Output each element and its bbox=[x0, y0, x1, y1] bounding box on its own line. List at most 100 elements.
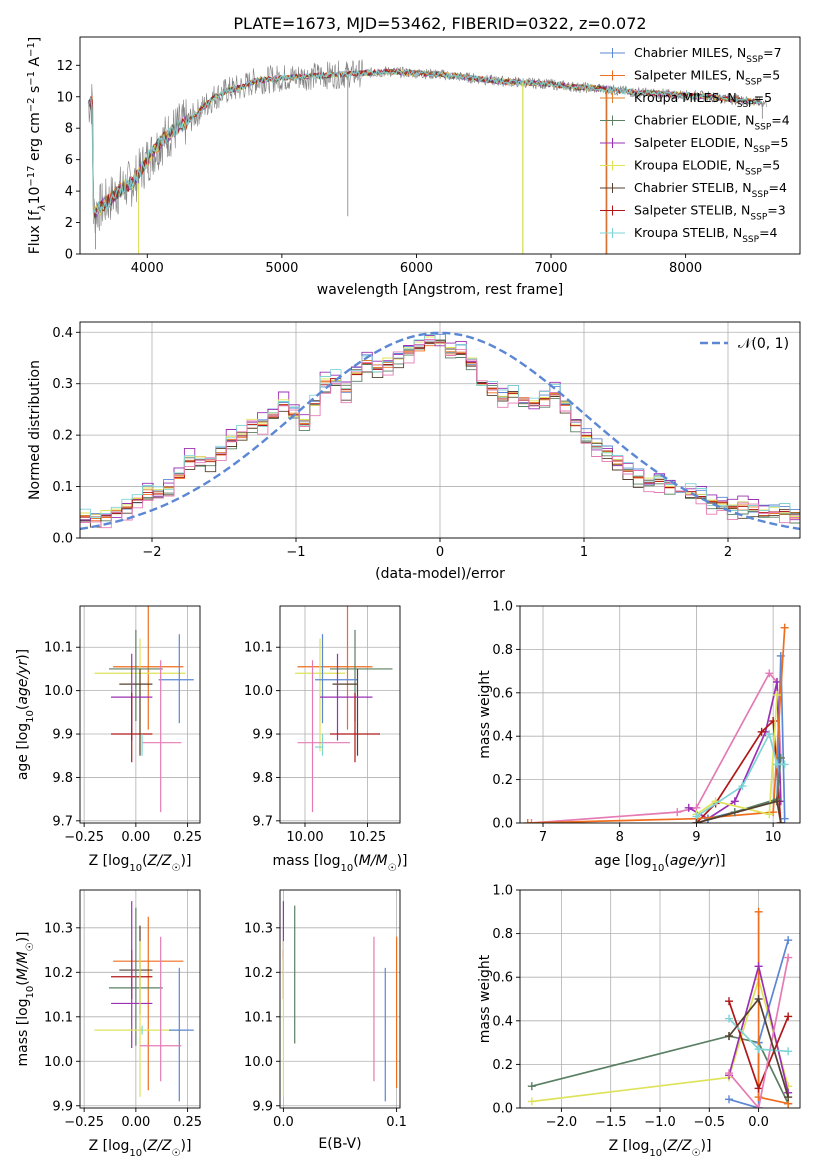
x-axis-label-part: 10 bbox=[649, 1148, 662, 1159]
x-axis-label-part: )] bbox=[715, 853, 726, 869]
y-tick-label: 0.8 bbox=[492, 643, 513, 658]
y-axis-label-part: λ bbox=[37, 204, 48, 211]
x-axis-label-part: ☉ bbox=[172, 1148, 181, 1159]
x-axis-label-part: age/yr bbox=[670, 853, 716, 869]
y-axis-label-part: Flux [f bbox=[27, 209, 43, 254]
y-axis-label-part: age [log bbox=[15, 723, 31, 780]
plot-area bbox=[87, 59, 767, 254]
y-tick-label: 10.0 bbox=[44, 684, 73, 699]
x-tick-label: 0.0 bbox=[273, 1115, 294, 1130]
legend-label-eq: =4 bbox=[771, 113, 789, 128]
x-tick-label: 0.00 bbox=[121, 1115, 150, 1130]
y-axis-label-part: )] bbox=[15, 649, 31, 660]
legend-label-main: Chabrier ELODIE, N bbox=[634, 113, 754, 128]
x-axis-label-part: 10 bbox=[652, 863, 665, 874]
plot-area bbox=[520, 606, 800, 823]
legend-label: 𝒩(0, 1) bbox=[738, 336, 789, 352]
x-axis-label-part: mass [log bbox=[272, 853, 340, 869]
x-tick-label: 1 bbox=[580, 545, 588, 560]
y-tick-label: 10.2 bbox=[244, 966, 273, 981]
y-tick-label: 9.8 bbox=[252, 771, 273, 786]
weight-series-line bbox=[728, 957, 790, 1108]
axes-frame bbox=[79, 889, 201, 1109]
x-tick-label: −1.0 bbox=[644, 1115, 676, 1130]
y-axis-label-part: age/yr bbox=[15, 659, 31, 705]
legend-label-main: Salpeter ELODIE, N bbox=[634, 135, 753, 150]
x-tick-label: −1.5 bbox=[595, 1115, 627, 1130]
x-axis-label-part: Z/Z bbox=[147, 1138, 172, 1154]
legend-label-sub: SSP bbox=[737, 100, 754, 110]
x-axis-label-part: ☉ bbox=[692, 1148, 701, 1159]
axes-frame bbox=[519, 605, 801, 824]
legend-label-eq: =4 bbox=[759, 225, 777, 240]
y-tick-label: 0.0 bbox=[492, 1102, 513, 1117]
x-axis-label: Z [log10(Z/Z☉)] bbox=[89, 1138, 192, 1159]
x-axis-label-part: Z/Z bbox=[667, 1138, 692, 1154]
x-axis-label: (data-model)/error bbox=[375, 566, 505, 582]
y-axis-label-part: 10 bbox=[25, 710, 36, 723]
x-tick-label: 5000 bbox=[265, 261, 298, 276]
y-axis-label-part: ] bbox=[27, 37, 43, 42]
y-tick-label: 10.1 bbox=[44, 1010, 73, 1025]
x-tick-label: 8000 bbox=[669, 261, 702, 276]
x-axis-label-part: ( bbox=[664, 853, 669, 869]
x-tick-label: −0.5 bbox=[694, 1115, 726, 1130]
y-tick-label: 0.2 bbox=[492, 1058, 513, 1073]
y-tick-label: 10.3 bbox=[244, 921, 273, 936]
y-tick-label: 9.8 bbox=[52, 771, 73, 786]
histogram-step bbox=[80, 340, 800, 538]
x-axis-label-part: Z [log bbox=[609, 1138, 650, 1154]
y-tick-label: 10 bbox=[56, 90, 73, 105]
y-tick-label: 0.1 bbox=[52, 480, 73, 495]
x-axis-label-part: ( bbox=[142, 1138, 147, 1154]
legend-label-eq: =5 bbox=[762, 68, 780, 83]
plot-area bbox=[80, 890, 200, 1108]
y-axis-label-part: erg cm bbox=[27, 112, 43, 165]
legend-label-main: Salpeter STELIB, N bbox=[634, 203, 750, 218]
x-axis-label-part: 10 bbox=[129, 1148, 142, 1159]
x-axis-label-part: Z [log bbox=[89, 853, 130, 869]
x-axis-label-part: M/M bbox=[359, 853, 388, 869]
x-axis-label-part: )] bbox=[181, 853, 192, 869]
histogram-step bbox=[80, 336, 800, 538]
y-axis-label-part: ☉ bbox=[25, 942, 36, 951]
x-axis-label-part: ☉ bbox=[388, 863, 397, 874]
y-tick-label: 0.8 bbox=[492, 927, 513, 942]
legend-label-sub: SSP bbox=[746, 55, 763, 65]
y-tick-label: 10.1 bbox=[44, 641, 73, 656]
axes-mass_vs_Z: −0.25 0.00 0.259.910.010.110.210.3Z [log10… bbox=[15, 889, 202, 1159]
x-axis-label-part: age [log bbox=[594, 853, 651, 869]
x-axis-label-part: Z [log bbox=[89, 1138, 130, 1154]
legend-label-sub: SSP bbox=[753, 145, 770, 155]
y-tick-label: 2 bbox=[65, 216, 73, 231]
y-tick-label: 1.0 bbox=[492, 884, 513, 899]
y-tick-label: 0 bbox=[65, 248, 73, 263]
legend-label-main: Chabrier STELIB, N bbox=[634, 180, 752, 195]
histogram-step bbox=[80, 340, 800, 538]
x-tick-label: −0.25 bbox=[64, 1115, 104, 1130]
x-tick-label: 0 bbox=[436, 545, 444, 560]
histogram-step bbox=[80, 339, 800, 538]
axes-frame bbox=[79, 605, 201, 824]
y-axis-label-part: −2 bbox=[26, 97, 37, 112]
y-tick-label: 0.2 bbox=[492, 773, 513, 788]
model-spectrum-line bbox=[89, 68, 762, 215]
y-tick-label: 0.2 bbox=[52, 429, 73, 444]
axes-weight_vs_Z: −2.0 −1.5 −1.0 −0.5 0.0 0.0 0.2 0.4 0.6 0.8 1.0 mas… bbox=[477, 884, 801, 1159]
figure-title: PLATE=1673, MJD=53462, FIBERID=0322, z=0… bbox=[233, 14, 646, 33]
legend-label-eq: =3 bbox=[767, 203, 785, 218]
legend-label-main: Chabrier MILES, N bbox=[634, 45, 746, 60]
legend-label: Salpeter MILES, NSSP=5 bbox=[634, 68, 780, 88]
y-tick-label: 9.9 bbox=[252, 1099, 273, 1114]
legend-label-main: Kroupa MILES, N bbox=[634, 90, 737, 105]
y-axis-label: mass [log10(M/M☉)] bbox=[15, 931, 36, 1066]
plot-area bbox=[280, 890, 400, 1108]
legend-label-sub: SSP bbox=[752, 190, 769, 200]
x-axis-label: wavelength [Angstrom, rest frame] bbox=[317, 282, 563, 298]
y-axis-label: mass weight bbox=[477, 670, 493, 759]
x-tick-label: 10.00 bbox=[286, 830, 323, 845]
y-tick-label: 10.0 bbox=[244, 684, 273, 699]
axes-age_vs_Z: −0.25 0.00 0.259.79.89.910.010.1Z [log10(Z… bbox=[15, 605, 202, 874]
legend-label-eq: =5 bbox=[762, 158, 780, 173]
